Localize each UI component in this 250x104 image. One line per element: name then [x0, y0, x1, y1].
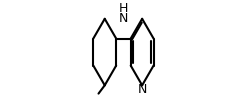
- Text: N: N: [138, 83, 147, 96]
- Text: N: N: [119, 12, 128, 25]
- Text: H: H: [119, 2, 128, 15]
